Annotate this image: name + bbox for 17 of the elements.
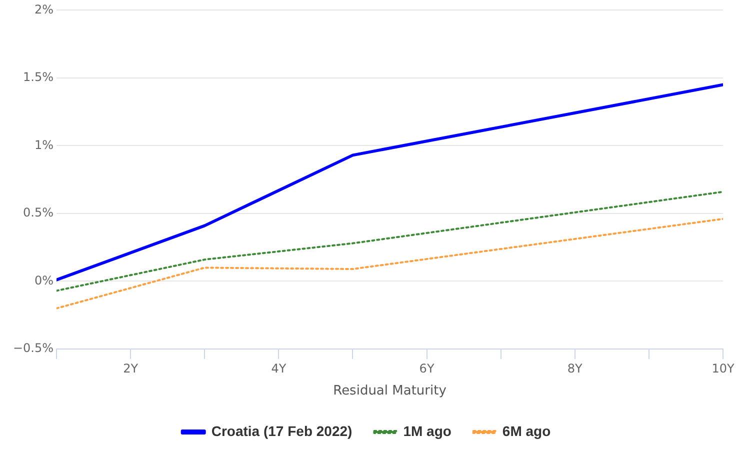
legend-label: 6M ago [502, 422, 551, 439]
x-tick-label: 10Y [712, 361, 735, 376]
y-tick-label: 0% [34, 273, 54, 288]
line-series [56, 190, 723, 292]
line-series [56, 218, 723, 310]
y-tick-label: 0.5% [23, 206, 54, 220]
x-tick-label: 8Y [567, 361, 584, 376]
x-tick-label: 6Y [419, 361, 435, 376]
y-tick-label: 1% [34, 138, 54, 152]
y-tick-label: 2% [34, 2, 54, 16]
x-axis-title: Residual Maturity [333, 384, 447, 399]
legend-label: 1M ago [403, 422, 452, 439]
y-tick-label: 1.5% [23, 70, 54, 84]
legend-label: Croatia (17 Feb 2022) [211, 422, 352, 439]
x-tick-label: 2Y [123, 361, 139, 376]
x-tick-label: 4Y [271, 361, 287, 376]
y-tick-label: −0.5% [12, 341, 54, 356]
